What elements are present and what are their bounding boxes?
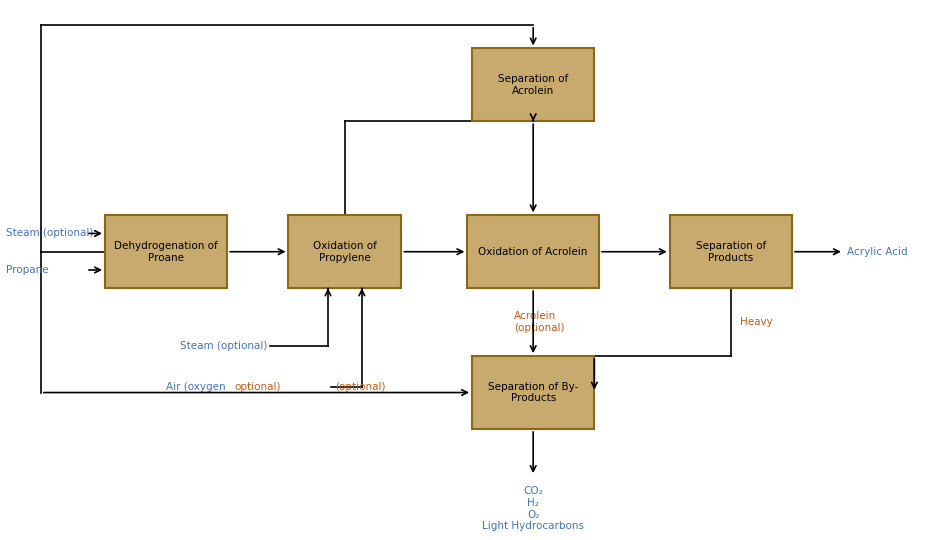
Text: optional): optional) — [235, 382, 281, 393]
FancyBboxPatch shape — [472, 48, 595, 122]
Text: Separation of
Acrolein: Separation of Acrolein — [498, 74, 568, 96]
Text: Steam (optional): Steam (optional) — [180, 341, 267, 350]
FancyBboxPatch shape — [467, 215, 599, 288]
Text: Separation of By-
Products: Separation of By- Products — [488, 382, 579, 403]
Text: Air (oxygen: Air (oxygen — [166, 382, 226, 393]
Text: Heavy: Heavy — [740, 317, 773, 327]
Text: (optional): (optional) — [335, 382, 386, 393]
Text: Oxidation of Acrolein: Oxidation of Acrolein — [479, 247, 588, 256]
FancyBboxPatch shape — [289, 215, 401, 288]
Text: Acrylic Acid: Acrylic Acid — [847, 247, 907, 256]
Text: Steam (optional): Steam (optional) — [6, 228, 93, 239]
Text: Propane: Propane — [6, 265, 49, 275]
FancyBboxPatch shape — [472, 356, 595, 429]
FancyBboxPatch shape — [105, 215, 228, 288]
FancyBboxPatch shape — [669, 215, 792, 288]
Text: Separation of
Products: Separation of Products — [696, 241, 766, 262]
Text: Oxidation of
Propylene: Oxidation of Propylene — [313, 241, 377, 262]
Text: CO₂
H₂
O₂
Light Hydrocarbons: CO₂ H₂ O₂ Light Hydrocarbons — [482, 487, 584, 531]
Text: Acrolein
(optional): Acrolein (optional) — [514, 312, 565, 333]
Text: Dehydrogenation of
Proane: Dehydrogenation of Proane — [114, 241, 218, 262]
